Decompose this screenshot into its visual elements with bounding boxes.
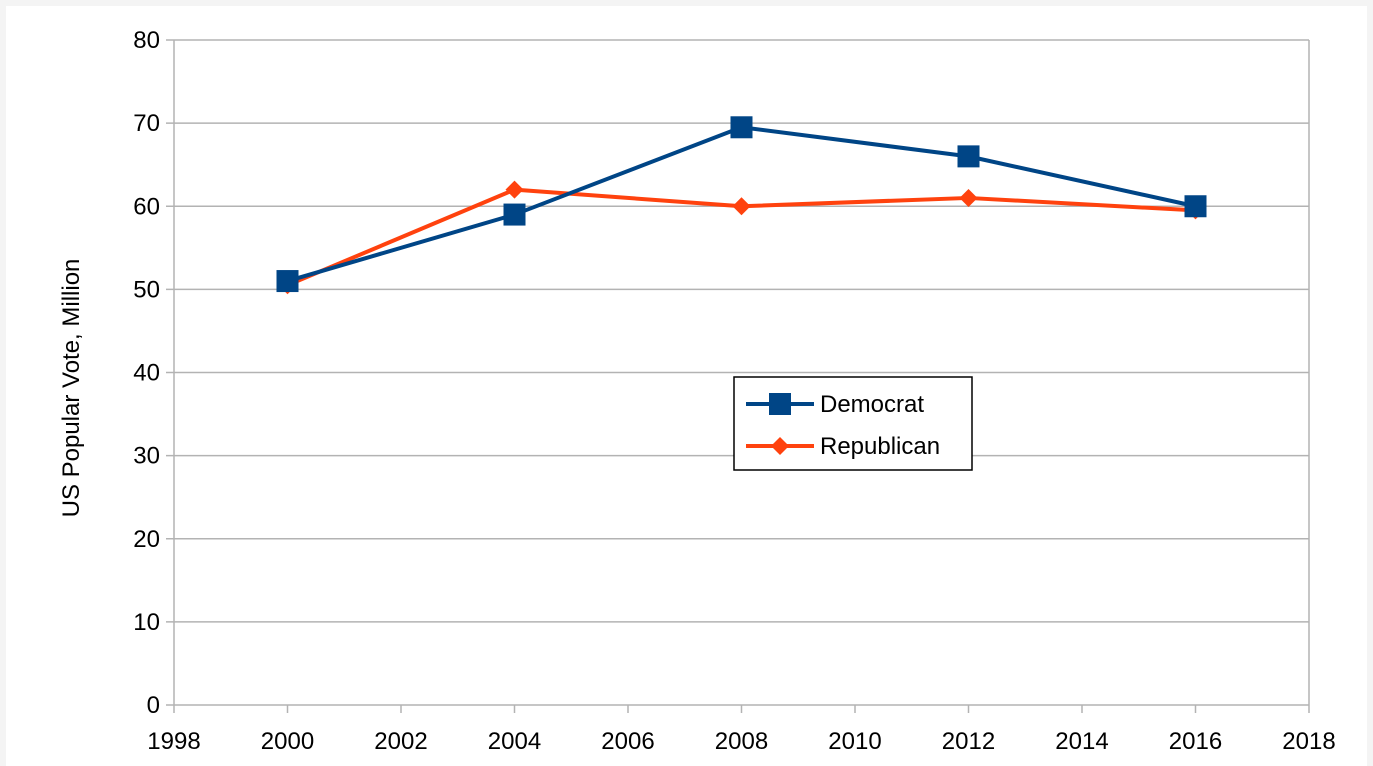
x-tick-label: 2002 [374, 728, 427, 755]
gridlines [174, 39, 1309, 706]
democrat-point [957, 145, 980, 168]
x-tick-label: 2014 [1055, 728, 1108, 755]
legend-democrat-marker [769, 393, 791, 415]
x-tick-label: 2012 [942, 728, 995, 755]
republican-point [505, 180, 524, 199]
y-tick-label: 80 [133, 27, 160, 54]
series [276, 116, 1207, 295]
series-republican [278, 180, 1205, 295]
line-chart: 0 10 20 30 40 50 60 70 80 1998 2000 2002 2004 2006 20… [58, 27, 1336, 755]
x-tick-label: 2016 [1169, 728, 1222, 755]
legend: Democrat Republican [733, 376, 973, 471]
y-axis-title: US Popular Vote, Million [58, 259, 85, 518]
x-tick-label: 2004 [488, 728, 541, 755]
democrat-point [730, 116, 753, 139]
republican-point [959, 188, 978, 207]
y-tick-label: 70 [133, 110, 160, 137]
y-tick-label: 10 [133, 609, 160, 636]
x-tick-label: 2006 [601, 728, 654, 755]
y-tick-label: 30 [133, 443, 160, 470]
x-tick-label: 2010 [828, 728, 881, 755]
x-tick-label: 2000 [261, 728, 314, 755]
legend-republican-label: Republican [820, 433, 940, 460]
legend-box [733, 376, 973, 471]
y-tick-label: 60 [133, 193, 160, 220]
axes [166, 39, 1310, 713]
y-tick-label: 0 [147, 692, 160, 719]
x-tick-labels: 1998 2000 2002 2004 2006 2008 2010 2012 2014 2016… [147, 728, 1335, 755]
y-tick-label: 40 [133, 360, 160, 387]
legend-democrat-label: Democrat [820, 391, 924, 418]
democrat-point [503, 203, 526, 226]
x-tick-label: 2018 [1282, 728, 1335, 755]
democrat-point [1184, 195, 1207, 218]
y-tick-labels: 0 10 20 30 40 50 60 70 80 [133, 27, 160, 719]
y-tick-label: 20 [133, 526, 160, 553]
y-tick-label: 50 [133, 276, 160, 303]
x-tick-label: 2008 [715, 728, 768, 755]
legend-republican-marker [771, 437, 789, 455]
x-tick-label: 1998 [147, 728, 200, 755]
series-democrat [276, 116, 1207, 293]
chart-frame: 0 10 20 30 40 50 60 70 80 1998 2000 2002 2004 2006 20… [6, 6, 1367, 766]
republican-point [732, 197, 751, 216]
democrat-point [276, 270, 299, 293]
